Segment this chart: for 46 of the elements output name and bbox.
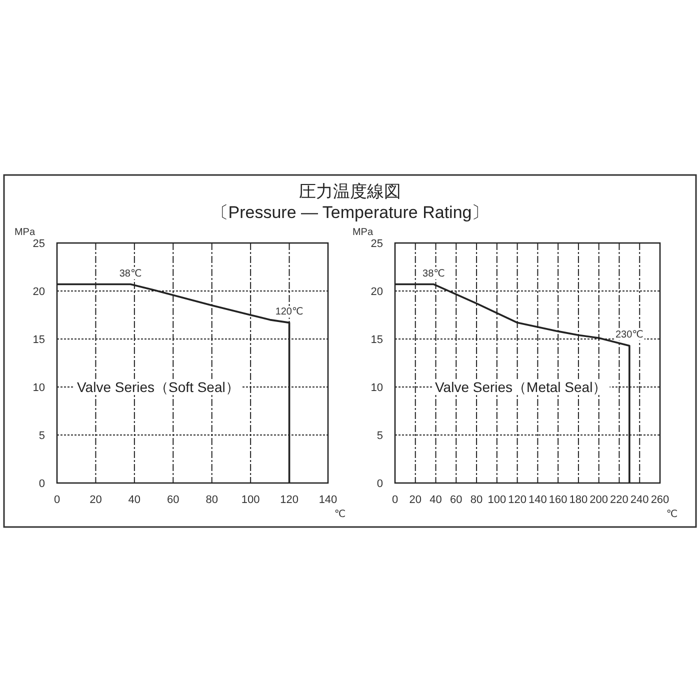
chart-subtitle: 〔Pressure — Temperature Rating〕 xyxy=(211,203,489,222)
x-tick-label: 80 xyxy=(206,494,218,506)
annotation: Valve Series（Soft Seal） xyxy=(77,379,240,395)
annotation: Valve Series（Metal Seal） xyxy=(435,379,607,395)
x-tick-label: 20 xyxy=(409,494,422,506)
x-tick-label: 40 xyxy=(430,494,442,506)
x-tick-label: 160 xyxy=(548,494,568,506)
x-tick-label: 100 xyxy=(241,494,260,506)
annotation: 230℃ xyxy=(615,330,644,341)
annotation: 38℃ xyxy=(422,268,445,280)
x-axis-title: ℃ xyxy=(334,509,346,520)
x-tick-label: 200 xyxy=(590,494,608,506)
chart-title: 圧力温度線図 xyxy=(299,182,401,201)
y-axis-title: MPa xyxy=(352,227,374,238)
y-tick-label: 15 xyxy=(370,334,383,346)
x-tick-label: 120 xyxy=(508,494,526,506)
y-axis-title: MPa xyxy=(14,227,36,238)
y-tick-label: 20 xyxy=(32,286,45,298)
x-tick-label: 60 xyxy=(167,494,180,506)
x-tick-label: 140 xyxy=(528,494,547,506)
x-tick-label: 60 xyxy=(450,494,462,506)
x-tick-label: 140 xyxy=(318,494,338,506)
x-tick-label: 120 xyxy=(280,494,298,506)
x-axis-title: ℃ xyxy=(666,509,678,520)
y-tick-label: 25 xyxy=(32,238,45,250)
x-tick-label: 240 xyxy=(630,494,649,506)
y-tick-label: 10 xyxy=(32,382,45,394)
y-tick-label: 5 xyxy=(376,430,383,442)
annotation: 120℃ xyxy=(275,306,304,318)
y-tick-label: 25 xyxy=(370,238,383,250)
y-tick-label: 20 xyxy=(370,286,383,298)
y-tick-label: 5 xyxy=(38,430,45,442)
y-tick-label: 10 xyxy=(370,382,383,394)
x-tick-label: 20 xyxy=(90,494,102,506)
y-tick-label: 0 xyxy=(38,478,45,490)
y-tick-label: 0 xyxy=(376,478,383,490)
x-tick-label: 180 xyxy=(569,494,588,506)
y-tick-label: 15 xyxy=(32,334,45,346)
annotation: 38℃ xyxy=(119,268,142,280)
x-tick-label: 0 xyxy=(392,494,398,506)
x-tick-label: 100 xyxy=(488,494,506,506)
x-tick-label: 220 xyxy=(610,494,628,506)
x-tick-label: 0 xyxy=(54,494,60,506)
x-tick-label: 40 xyxy=(128,494,141,506)
x-tick-label: 260 xyxy=(650,494,670,506)
x-tick-label: 80 xyxy=(470,494,483,506)
